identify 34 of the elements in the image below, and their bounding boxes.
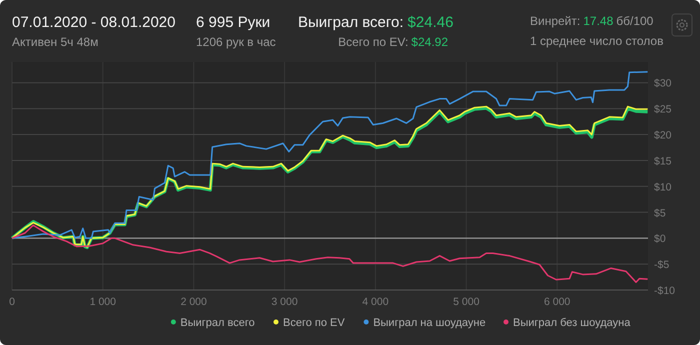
y-tick-label: $20 xyxy=(654,130,672,142)
text: Винрейт: xyxy=(530,14,580,28)
text: $24.92 xyxy=(411,35,448,49)
x-tick-label: 3 000 xyxy=(271,296,298,308)
y-tick-label: $30 xyxy=(654,78,672,90)
text: Всего по EV: xyxy=(338,35,408,49)
text: 6 995 Руки xyxy=(196,14,270,31)
legend-label: Выиграл всего xyxy=(180,317,255,329)
y-tick-label: $10 xyxy=(654,181,672,194)
y-tick-label: $5 xyxy=(654,207,666,220)
text: 17.48 xyxy=(583,14,614,28)
y-tick-label: $0 xyxy=(654,233,666,246)
chart-title: 07.01.2020 - 08.01.2020 xyxy=(12,14,176,31)
line-series xyxy=(11,71,648,239)
text: $24.46 xyxy=(408,14,454,31)
y-tick-label: -$5 xyxy=(654,259,670,272)
text: 1 среднее число столов xyxy=(530,34,664,48)
x-tick-label: 6 000 xyxy=(544,296,570,308)
y-tick-label: $25 xyxy=(654,104,672,116)
line-series xyxy=(11,224,648,283)
chart-subtitle: Активен 5ч 48м xyxy=(12,35,98,49)
legend-label: Выиграл на шоудауне xyxy=(373,317,486,329)
legend-label: Выиграл без шоудауна xyxy=(513,317,632,329)
text: Выиграл всего: xyxy=(298,14,404,31)
x-tick-label: 2 000 xyxy=(180,296,208,308)
y-tick-label: $15 xyxy=(654,155,672,168)
y-tick-label: -$10 xyxy=(654,285,676,297)
x-tick-label: 4 000 xyxy=(362,296,389,308)
x-tick-label: 0 xyxy=(9,296,16,308)
text: бб/100 xyxy=(616,14,654,28)
x-tick-label: 5 000 xyxy=(453,296,480,308)
x-tick-label: 1 000 xyxy=(90,296,116,308)
legend-label: Всего по EV xyxy=(283,317,346,329)
text: 1206 рук в час xyxy=(196,35,276,49)
